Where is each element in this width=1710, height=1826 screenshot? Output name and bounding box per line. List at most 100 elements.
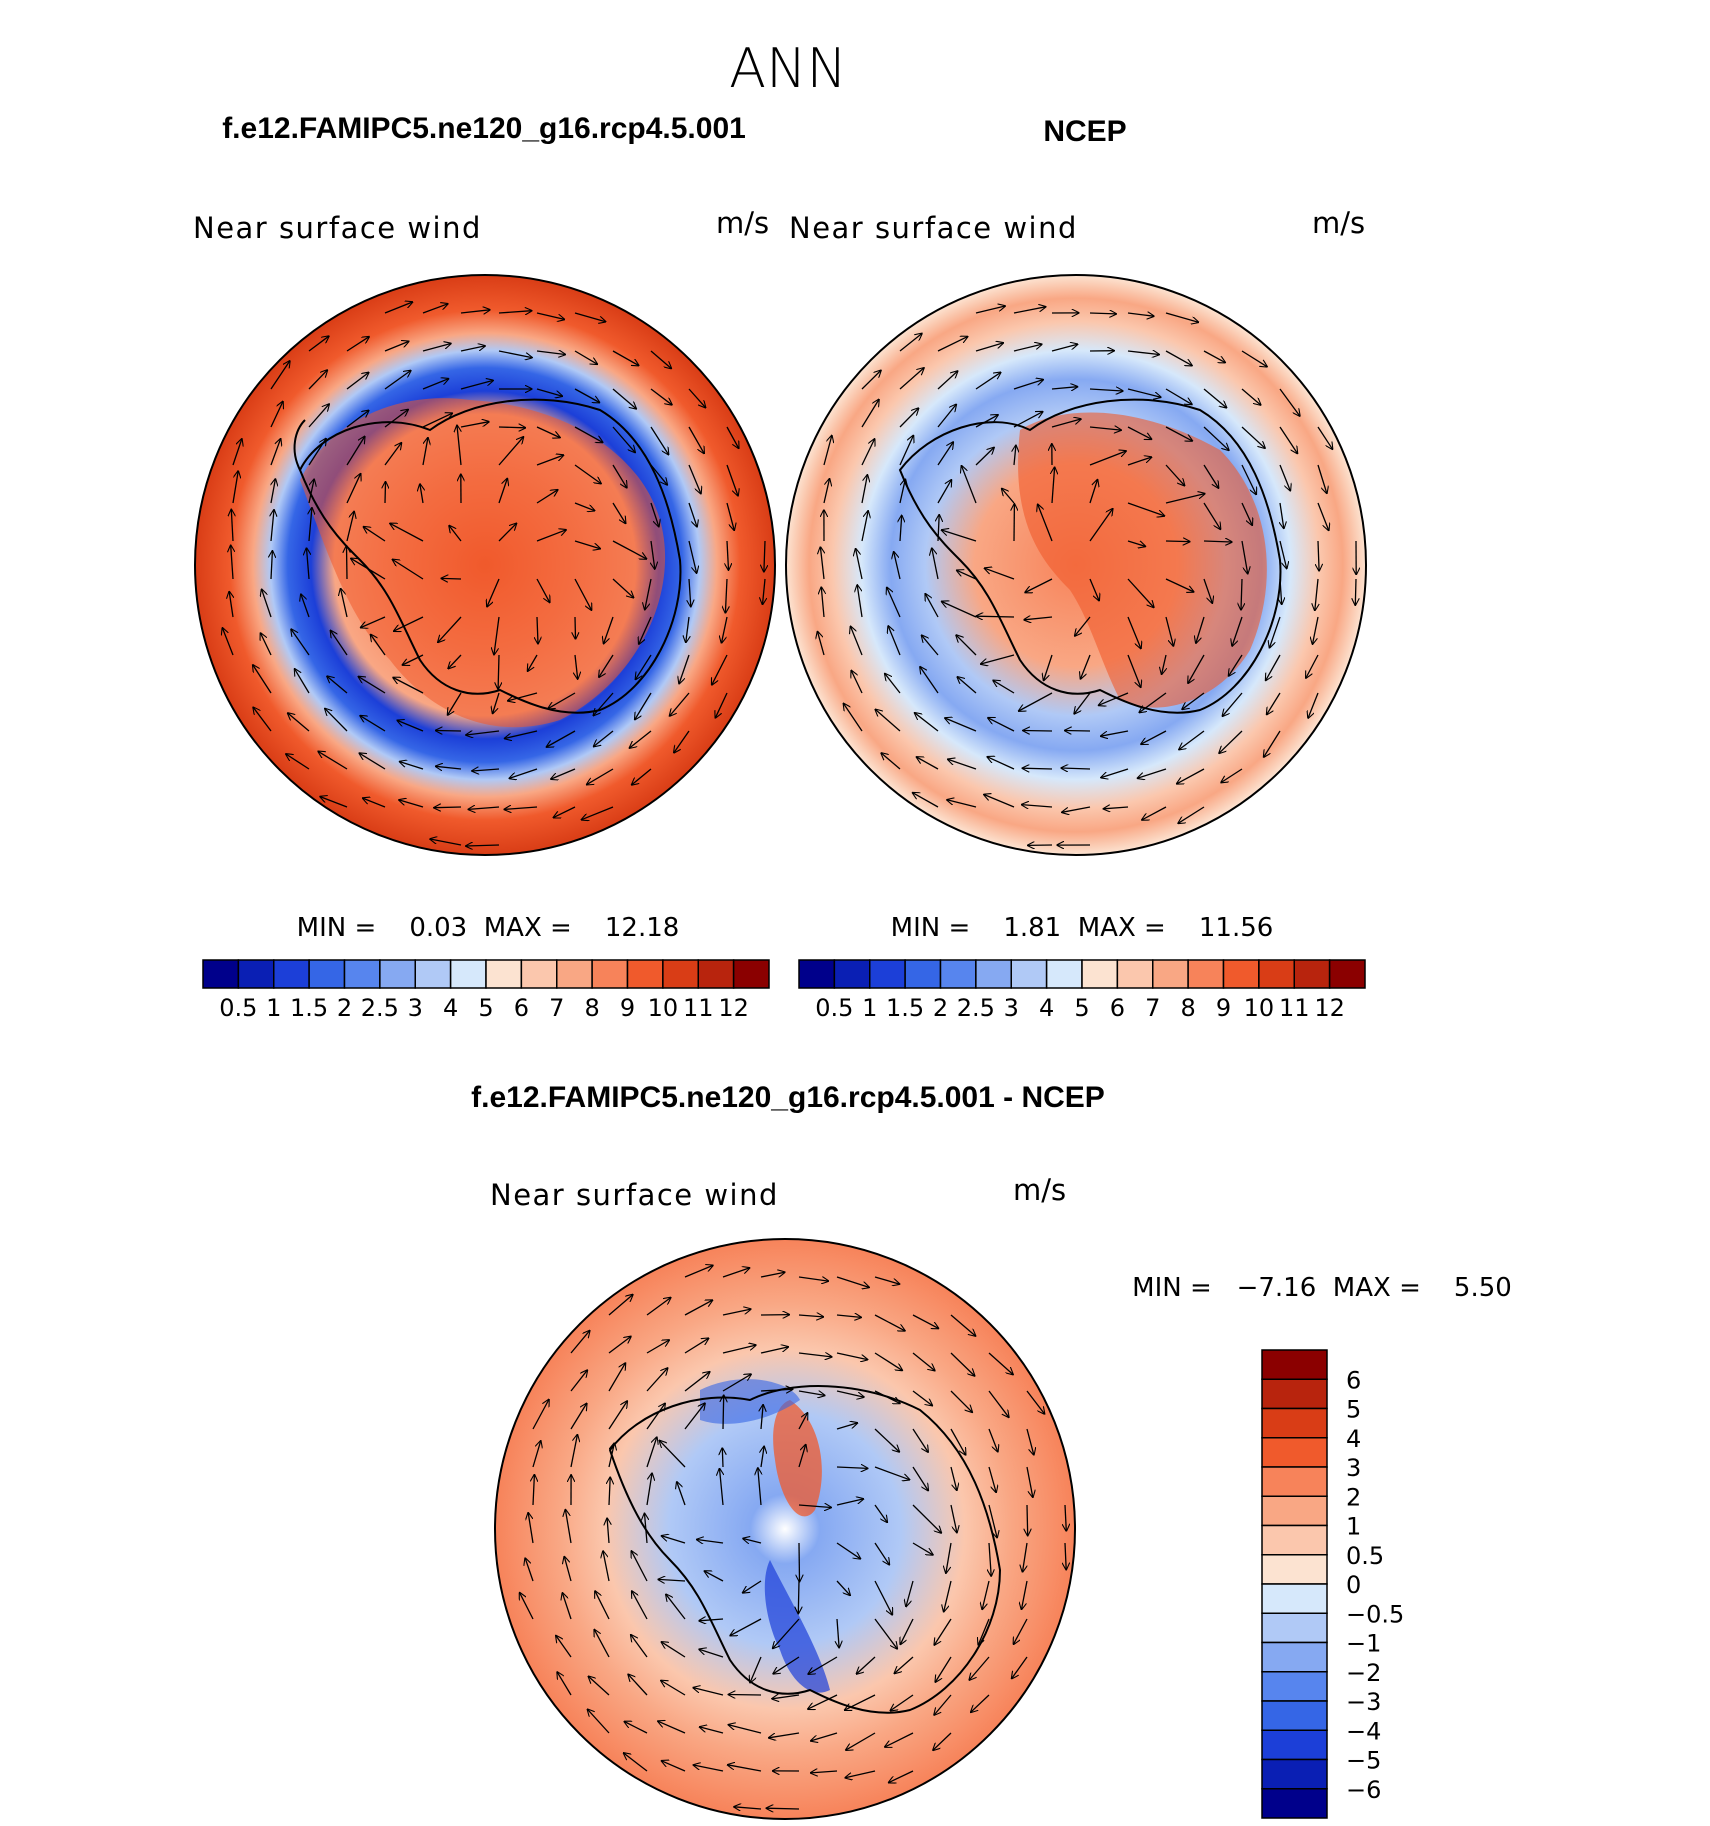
colorbar-swatch bbox=[798, 959, 836, 989]
colorbar-swatch bbox=[1187, 959, 1225, 989]
wind-vector bbox=[307, 548, 310, 580]
wind-vector bbox=[874, 1352, 902, 1370]
wind-vector bbox=[798, 1413, 808, 1430]
wind-vector bbox=[361, 616, 386, 628]
wind-vector bbox=[1267, 692, 1281, 715]
wind-vector bbox=[1022, 805, 1053, 807]
wind-vector bbox=[950, 1504, 957, 1533]
colorbar-tick-label: 6 bbox=[514, 994, 529, 1022]
wind-vector bbox=[1165, 388, 1192, 404]
wind-vector bbox=[823, 436, 832, 466]
wind-vector bbox=[821, 587, 824, 618]
wind-vector bbox=[261, 633, 272, 656]
wind-vector bbox=[697, 1540, 724, 1544]
wind-vector bbox=[1264, 730, 1281, 757]
colorbar-swatch bbox=[273, 959, 310, 989]
wind-vector bbox=[1022, 768, 1053, 769]
wind-vector bbox=[575, 616, 576, 639]
wind-vector bbox=[722, 1374, 751, 1392]
map-model-vectors bbox=[222, 302, 765, 846]
colorbar-tick-label: 8 bbox=[1180, 994, 1195, 1022]
wind-vector bbox=[1270, 616, 1281, 648]
wind-vector bbox=[1022, 1580, 1028, 1609]
wind-vector bbox=[271, 510, 274, 542]
colorbar-model: 0.5 1 1.5 2 2.5 3 4 5 6 7 8 9 10 11 12 bbox=[202, 959, 770, 1022]
wind-vector bbox=[253, 707, 272, 732]
wind-vector bbox=[607, 1518, 609, 1544]
colorbar-tick-label: 10 bbox=[1244, 994, 1275, 1022]
wind-vector bbox=[548, 692, 576, 709]
wind-vector bbox=[1051, 344, 1078, 352]
wind-vector bbox=[874, 1504, 887, 1522]
wind-vector bbox=[1024, 617, 1053, 620]
wind-vector bbox=[630, 730, 652, 748]
wind-vector bbox=[950, 1428, 966, 1455]
map-diff-negative-region bbox=[764, 1560, 830, 1693]
wind-vector bbox=[1127, 313, 1154, 316]
wind-vector bbox=[1027, 1504, 1028, 1536]
wind-vector bbox=[818, 632, 825, 656]
panel-label-obs: Near surface wind bbox=[789, 211, 1078, 245]
wind-vector bbox=[933, 1732, 952, 1750]
wind-vector bbox=[761, 1446, 764, 1468]
wind-vector bbox=[650, 350, 671, 369]
map-model bbox=[194, 274, 776, 856]
wind-vector bbox=[874, 1580, 892, 1615]
colorbar-tick-label: 5 bbox=[478, 994, 493, 1022]
wind-vector bbox=[900, 516, 902, 542]
wind-vector bbox=[988, 1390, 1009, 1417]
wind-vector bbox=[1089, 480, 1098, 504]
wind-vector bbox=[1051, 419, 1081, 428]
wind-vector bbox=[508, 692, 538, 701]
wind-vector bbox=[993, 680, 1015, 694]
wind-vector bbox=[384, 371, 411, 390]
wind-vector bbox=[674, 730, 690, 753]
map-obs bbox=[785, 274, 1367, 856]
wind-vector bbox=[449, 526, 462, 542]
colorbar-swatch bbox=[1116, 959, 1154, 989]
wind-vector bbox=[684, 1300, 712, 1316]
colorbar-swatch bbox=[1261, 1407, 1328, 1439]
wind-vector bbox=[528, 1513, 534, 1544]
colorbar-swatch bbox=[1261, 1612, 1328, 1644]
wind-vector bbox=[913, 793, 939, 808]
wind-vector bbox=[494, 616, 500, 655]
wind-vector bbox=[327, 676, 348, 694]
wind-vector bbox=[912, 1466, 928, 1491]
map-diff-coastline bbox=[608, 1385, 1002, 1714]
wind-vector bbox=[1075, 616, 1091, 636]
wind-vector bbox=[728, 1765, 762, 1772]
wind-vector bbox=[498, 654, 499, 689]
wind-vector bbox=[899, 479, 905, 504]
wind-vector bbox=[912, 1390, 932, 1406]
colorbar-swatch bbox=[1152, 959, 1189, 989]
wind-vector bbox=[937, 480, 951, 504]
wind-vector bbox=[570, 1370, 587, 1392]
wind-vector bbox=[564, 1557, 572, 1582]
wind-vector bbox=[1279, 464, 1290, 491]
wind-vector bbox=[798, 1315, 823, 1317]
wind-vector bbox=[945, 718, 977, 732]
wind-vector bbox=[1179, 730, 1205, 750]
wind-vector bbox=[286, 754, 310, 770]
wind-vector bbox=[836, 1276, 869, 1287]
wind-vector bbox=[660, 1441, 686, 1468]
wind-vector bbox=[1203, 426, 1229, 450]
wind-vector bbox=[861, 400, 879, 428]
colorbar-tick-label: 7 bbox=[1145, 994, 1160, 1022]
wind-vector bbox=[922, 635, 939, 656]
wind-vector bbox=[231, 510, 233, 542]
wind-vector bbox=[460, 346, 485, 352]
wind-vector bbox=[384, 302, 413, 314]
wind-vector bbox=[950, 1314, 976, 1336]
wind-vector bbox=[976, 616, 1015, 617]
wind-vector bbox=[899, 436, 913, 466]
wind-vector bbox=[650, 464, 667, 485]
wind-vector bbox=[1101, 768, 1129, 778]
wind-vector bbox=[985, 568, 1015, 580]
wind-vector bbox=[658, 1721, 686, 1734]
wind-vector bbox=[700, 1727, 724, 1734]
wind-vector bbox=[932, 548, 939, 580]
wind-vector bbox=[1019, 692, 1053, 711]
wind-vector bbox=[948, 759, 977, 770]
